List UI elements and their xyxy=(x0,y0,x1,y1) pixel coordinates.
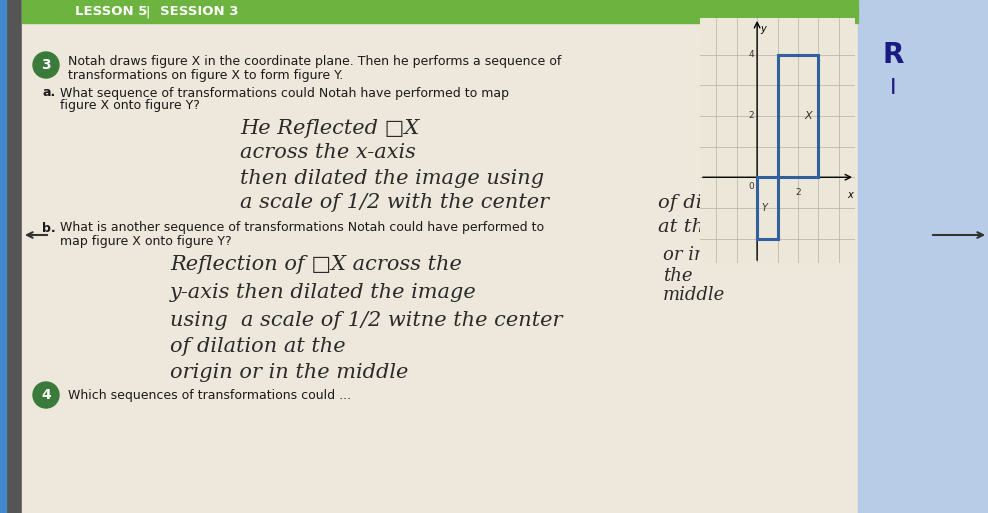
Text: Notah draws figure X in the coordinate plane. Then he performs a sequence of: Notah draws figure X in the coordinate p… xyxy=(68,55,561,69)
Text: 3: 3 xyxy=(41,58,50,72)
Text: x: x xyxy=(847,189,853,200)
Text: b.: b. xyxy=(42,222,55,234)
Text: origin or in the middle: origin or in the middle xyxy=(170,364,408,383)
Text: I: I xyxy=(890,78,896,98)
Bar xyxy=(757,177,778,239)
Text: across the x-axis: across the x-axis xyxy=(240,144,416,163)
Bar xyxy=(0,0,6,513)
Text: then dilated the image using: then dilated the image using xyxy=(240,168,544,187)
Text: R: R xyxy=(882,41,904,69)
Text: What sequence of transformations could Notah have performed to map: What sequence of transformations could N… xyxy=(60,87,509,100)
Text: 4: 4 xyxy=(41,388,50,402)
Text: What is another sequence of transformations Notah could have performed to: What is another sequence of transformati… xyxy=(60,222,544,234)
Text: 2: 2 xyxy=(749,111,754,121)
Bar xyxy=(858,0,988,513)
Text: of dilation: of dilation xyxy=(658,194,758,212)
Bar xyxy=(778,55,818,177)
Circle shape xyxy=(33,52,59,78)
Bar xyxy=(22,0,858,513)
Text: y: y xyxy=(760,24,766,34)
Text: transformations on figure X to form figure Y.: transformations on figure X to form figu… xyxy=(68,69,343,83)
Text: X: X xyxy=(804,111,812,121)
Text: figure X onto figure Y?: figure X onto figure Y? xyxy=(60,100,200,112)
Text: a.: a. xyxy=(42,87,55,100)
Text: of dilation at the: of dilation at the xyxy=(170,338,346,357)
Text: the: the xyxy=(663,267,693,285)
Text: He Reflected □X: He Reflected □X xyxy=(240,119,419,137)
Text: Which sequences of transformations could ...: Which sequences of transformations could… xyxy=(68,388,351,402)
Text: |: | xyxy=(146,5,150,18)
Text: y-axis then dilated the image: y-axis then dilated the image xyxy=(170,284,477,303)
Text: middle: middle xyxy=(663,286,725,304)
Text: 4: 4 xyxy=(749,50,754,59)
Text: Reflection of □X across the: Reflection of □X across the xyxy=(170,255,461,274)
Text: map figure X onto figure Y?: map figure X onto figure Y? xyxy=(60,234,231,247)
Text: a scale of 1/2 with the center: a scale of 1/2 with the center xyxy=(240,193,549,212)
Bar xyxy=(0,0,22,513)
Text: or in: or in xyxy=(663,246,705,264)
Text: 0: 0 xyxy=(748,182,754,191)
Text: LESSON 5: LESSON 5 xyxy=(75,5,147,18)
Text: using  a scale of 1/2 witne the center: using a scale of 1/2 witne the center xyxy=(170,310,562,329)
Text: at the origin: at the origin xyxy=(658,218,781,236)
Text: 2: 2 xyxy=(795,188,800,197)
Circle shape xyxy=(33,382,59,408)
Text: SESSION 3: SESSION 3 xyxy=(160,5,238,18)
Text: Y: Y xyxy=(761,203,768,213)
Bar xyxy=(22,0,858,23)
